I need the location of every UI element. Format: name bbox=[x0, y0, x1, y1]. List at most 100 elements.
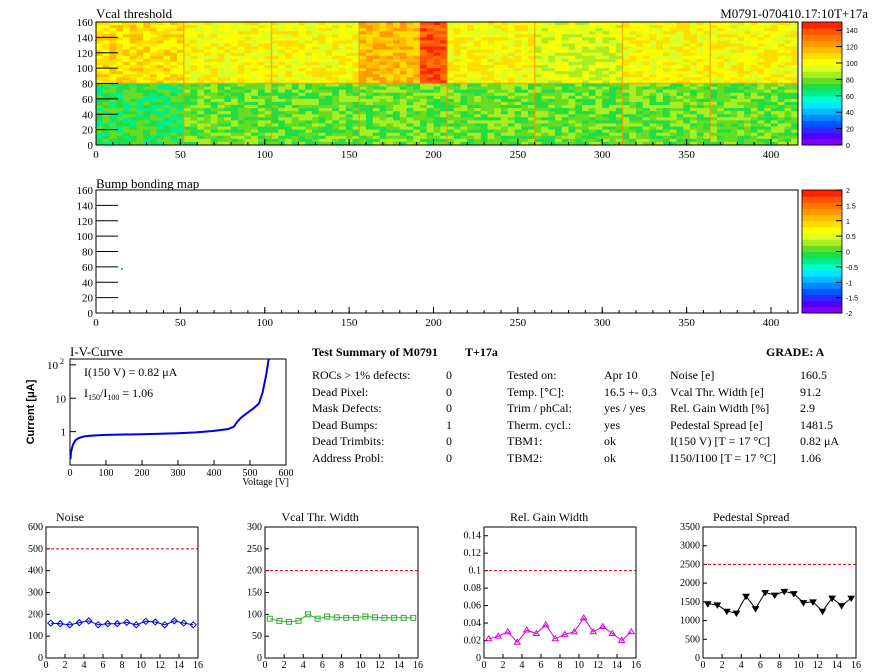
heatmap-cell bbox=[291, 37, 299, 41]
heatmap-cell bbox=[474, 98, 482, 103]
heatmap-cell bbox=[102, 25, 110, 29]
heatmap-cell bbox=[251, 22, 259, 26]
heatmap-cell bbox=[534, 31, 542, 35]
heatmap-cell bbox=[744, 80, 752, 85]
heatmap-cell bbox=[366, 108, 374, 112]
heatmap-cell bbox=[352, 49, 360, 54]
heatmap-cell bbox=[244, 129, 252, 134]
heatmap-cell bbox=[305, 22, 313, 26]
heatmap-cell bbox=[467, 49, 475, 54]
heatmap-cell bbox=[150, 28, 158, 32]
heatmap-cell bbox=[541, 114, 549, 118]
heatmap-cell bbox=[372, 105, 380, 109]
heatmap-cell bbox=[298, 86, 306, 91]
heatmap-cell bbox=[730, 105, 738, 109]
heatmap-cell bbox=[717, 65, 725, 69]
heatmap-cell bbox=[433, 105, 441, 109]
heatmap-cell bbox=[717, 105, 725, 109]
heatmap-cell bbox=[744, 52, 752, 57]
heatmap-cell bbox=[258, 71, 266, 75]
heatmap-cell bbox=[237, 114, 245, 118]
heatmap-cell bbox=[521, 65, 529, 69]
heatmap-cell bbox=[717, 123, 725, 128]
heatmap-cell bbox=[764, 77, 772, 81]
heatmap-cell bbox=[642, 58, 650, 63]
heatmap-cell bbox=[690, 55, 698, 60]
heatmap-cell bbox=[190, 46, 198, 51]
heatmap-cell bbox=[629, 31, 637, 35]
heatmap-cell bbox=[629, 123, 637, 128]
heatmap-cell bbox=[366, 83, 374, 88]
heatmap-cell bbox=[669, 77, 677, 81]
heatmap-cell bbox=[595, 92, 603, 97]
heatmap-cell bbox=[244, 40, 252, 45]
heatmap-cell bbox=[669, 117, 677, 121]
heatmap-cell bbox=[217, 68, 225, 72]
heatmap-cell bbox=[541, 58, 549, 63]
heatmap-cell bbox=[406, 123, 414, 128]
heatmap-cell bbox=[784, 117, 792, 121]
heatmap-cell bbox=[204, 101, 212, 106]
heatmap-cell bbox=[521, 46, 529, 51]
heatmap-cell bbox=[231, 83, 239, 88]
heatmap-cell bbox=[143, 123, 151, 128]
heatmap-cell bbox=[197, 25, 205, 29]
heatmap-cell bbox=[764, 108, 772, 112]
heatmap-cell bbox=[534, 123, 542, 128]
heatmap-cell bbox=[690, 49, 698, 54]
heatmap-cell bbox=[696, 135, 704, 140]
heatmap-cell bbox=[582, 43, 590, 48]
heatmap-cell bbox=[669, 46, 677, 51]
heatmap-cell bbox=[291, 98, 299, 103]
heatmap-cell bbox=[636, 120, 644, 124]
heatmap-cell bbox=[231, 98, 239, 103]
heatmap-cell bbox=[690, 120, 698, 124]
heatmap-cell bbox=[501, 120, 509, 124]
heatmap-cell bbox=[426, 83, 434, 88]
heatmap-cell bbox=[231, 105, 239, 109]
heatmap-cell bbox=[312, 22, 320, 26]
heatmap-cell bbox=[339, 43, 347, 48]
heatmap-cell bbox=[440, 98, 448, 103]
heatmap-cell bbox=[757, 68, 765, 72]
heatmap-cell bbox=[420, 132, 428, 137]
heatmap-cell bbox=[696, 28, 704, 32]
heatmap-cell bbox=[116, 95, 124, 100]
heatmap-cell bbox=[366, 22, 374, 26]
heatmap-cell bbox=[264, 132, 272, 137]
heatmap-cell bbox=[494, 46, 502, 51]
heatmap-cell bbox=[123, 98, 131, 103]
heatmap-cell bbox=[264, 105, 272, 109]
heatmap-cell bbox=[582, 89, 590, 94]
heatmap-cell bbox=[521, 58, 529, 63]
heatmap-cell bbox=[764, 95, 772, 100]
heatmap-cell bbox=[649, 37, 657, 41]
heatmap-cell bbox=[426, 123, 434, 128]
heatmap-cell bbox=[372, 55, 380, 60]
heatmap-cell bbox=[285, 37, 293, 41]
heatmap-cell bbox=[156, 61, 164, 66]
heatmap-cell bbox=[561, 61, 569, 66]
heatmap-cell bbox=[264, 74, 272, 78]
heatmap-cell bbox=[730, 28, 738, 32]
heatmap-cell bbox=[386, 28, 394, 32]
heatmap-cell bbox=[690, 117, 698, 121]
heatmap-cell bbox=[231, 129, 239, 134]
heatmap-cell bbox=[548, 25, 556, 29]
heatmap-cell bbox=[480, 132, 488, 137]
heatmap-cell bbox=[703, 83, 711, 88]
heatmap-cell bbox=[440, 52, 448, 57]
heatmap-cell bbox=[433, 28, 441, 32]
heatmap-cell bbox=[649, 135, 657, 140]
heatmap-cell bbox=[244, 101, 252, 106]
heatmap-cell bbox=[750, 120, 758, 124]
heatmap-cell bbox=[784, 80, 792, 85]
heatmap-cell bbox=[642, 46, 650, 51]
heatmap-cell bbox=[426, 61, 434, 66]
heatmap-cell bbox=[480, 77, 488, 81]
heatmap-cell bbox=[609, 108, 617, 112]
heatmap-cell bbox=[312, 58, 320, 63]
heatmap-cell bbox=[177, 101, 185, 106]
heatmap-cell bbox=[622, 83, 630, 88]
heatmap-cell bbox=[447, 114, 455, 118]
